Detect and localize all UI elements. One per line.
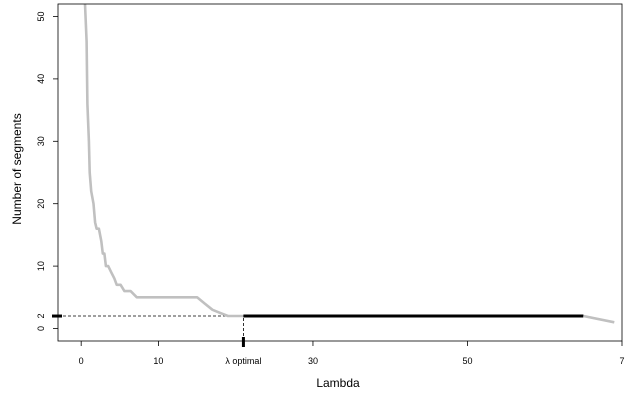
x-tick-label: λ optimal — [225, 356, 261, 366]
x-tick-label: 50 — [462, 356, 472, 366]
series-line-3 — [583, 314, 615, 324]
y-axis-title: Number of segments — [10, 113, 24, 224]
x-tick-label: 30 — [308, 356, 318, 366]
x-tick-label: 0 — [79, 356, 84, 366]
y-tick-label: 50 — [36, 11, 46, 21]
y-tick-label: 10 — [36, 261, 46, 271]
y-tick-label: 20 — [36, 199, 46, 209]
x-tick-label: 7 — [619, 356, 624, 366]
y-tick-label: 30 — [36, 136, 46, 146]
y-tick-label: 2 — [36, 314, 46, 319]
y-tick-label: 40 — [36, 74, 46, 84]
series-line-1 — [83, 3, 244, 318]
y-tick-label: 0 — [36, 326, 46, 331]
x-axis-title: Lambda — [316, 376, 360, 390]
x-tick-label: 10 — [153, 356, 163, 366]
plot-area — [52, 3, 615, 347]
plot-frame — [57, 3, 623, 342]
